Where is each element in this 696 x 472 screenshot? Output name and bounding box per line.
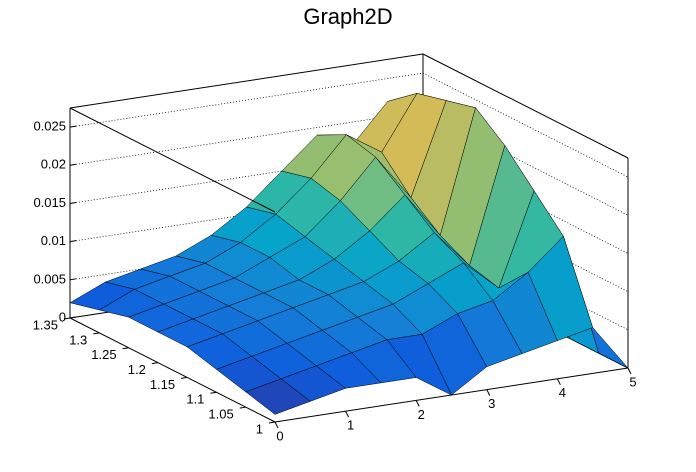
x-tick bbox=[627, 367, 632, 375]
x-tick bbox=[274, 421, 279, 429]
x-tick bbox=[415, 400, 420, 407]
y-tick-label: 1.25 bbox=[91, 347, 116, 362]
box-edge bbox=[69, 53, 424, 109]
z-tick bbox=[69, 163, 77, 166]
x-tick-label: 4 bbox=[559, 385, 566, 400]
chart-title: Graph2D bbox=[303, 4, 392, 29]
x-tick bbox=[486, 389, 491, 396]
y-tick-label: 1.15 bbox=[150, 377, 175, 392]
x-tick bbox=[556, 378, 561, 386]
x-tick-label: 5 bbox=[629, 374, 636, 389]
y-tick-label: 1 bbox=[256, 421, 263, 436]
y-tick bbox=[151, 362, 158, 365]
z-tick-label: 0.025 bbox=[33, 119, 66, 134]
z-tick-label: 0.015 bbox=[33, 195, 66, 210]
x-tick-label: 2 bbox=[418, 407, 425, 422]
y-axis bbox=[69, 317, 276, 423]
z-tick bbox=[69, 316, 77, 319]
z-tick bbox=[69, 240, 77, 243]
x-axis bbox=[274, 367, 629, 423]
y-tick bbox=[268, 421, 276, 424]
box-edge bbox=[69, 107, 276, 213]
z-tick-label: 0.01 bbox=[41, 233, 66, 248]
z-tick-label: 0 bbox=[59, 309, 66, 324]
y-tick bbox=[181, 376, 188, 379]
y-tick bbox=[239, 406, 246, 409]
surface-cell bbox=[245, 378, 311, 415]
y-tick bbox=[122, 347, 129, 350]
y-tick-label: 1.3 bbox=[69, 332, 87, 347]
y-tick-label: 1.05 bbox=[208, 407, 233, 422]
z-tick bbox=[69, 125, 77, 128]
y-tick bbox=[63, 317, 71, 320]
box-edge bbox=[422, 53, 629, 159]
x-tick-label: 3 bbox=[488, 396, 495, 411]
z-tick-label: 0.02 bbox=[41, 157, 66, 172]
z-tick-label: 0.005 bbox=[33, 271, 66, 286]
grid-line bbox=[69, 72, 629, 178]
y-tick-label: 1.35 bbox=[33, 317, 58, 332]
z-tick bbox=[69, 201, 77, 204]
y-tick-label: 1.2 bbox=[128, 362, 146, 377]
y-tick bbox=[93, 332, 100, 335]
x-tick-label: 0 bbox=[276, 428, 283, 443]
x-tick-label: 1 bbox=[347, 418, 354, 433]
z-tick bbox=[69, 278, 77, 281]
y-tick-label: 1.1 bbox=[186, 392, 204, 407]
x-tick bbox=[345, 410, 350, 418]
y-tick bbox=[210, 391, 217, 394]
